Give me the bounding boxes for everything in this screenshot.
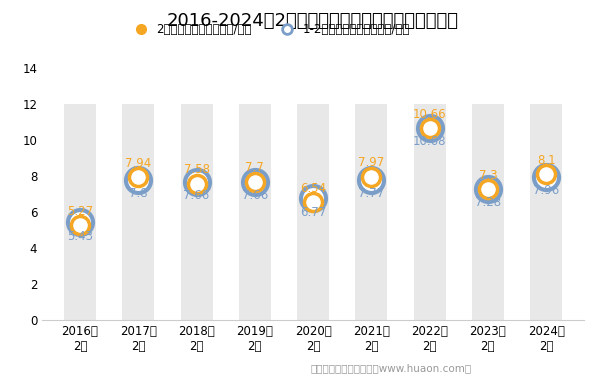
Text: 7.66: 7.66 <box>241 190 268 202</box>
Text: 制图：华经产业研究院（www.huaon.com）: 制图：华经产业研究院（www.huaon.com） <box>311 363 472 373</box>
Text: 7.7: 7.7 <box>246 161 264 174</box>
Bar <box>414 104 445 320</box>
Text: 7.97: 7.97 <box>358 156 385 169</box>
Bar <box>64 104 96 320</box>
Text: 10.68: 10.68 <box>413 135 446 148</box>
Text: 7.3: 7.3 <box>479 169 497 182</box>
Text: 7.28: 7.28 <box>475 196 501 209</box>
Bar <box>122 104 154 320</box>
Text: 6.54: 6.54 <box>300 182 326 195</box>
Text: 7.96: 7.96 <box>533 184 559 197</box>
Bar <box>297 104 329 320</box>
Text: 5.43: 5.43 <box>67 230 93 243</box>
Bar <box>530 104 562 320</box>
Text: 7.77: 7.77 <box>358 187 385 201</box>
Text: 8.1: 8.1 <box>537 154 556 167</box>
Bar <box>239 104 271 320</box>
Text: 7.8: 7.8 <box>129 187 147 200</box>
Text: 6.77: 6.77 <box>300 205 326 219</box>
Title: 2016-2024年2月郑州商品交易所棉花期货成交均价: 2016-2024年2月郑州商品交易所棉花期货成交均价 <box>167 12 459 30</box>
Bar <box>355 104 387 320</box>
Text: 5.27: 5.27 <box>67 205 93 218</box>
Text: 7.58: 7.58 <box>184 164 209 176</box>
Text: 7.94: 7.94 <box>125 157 151 170</box>
Bar <box>472 104 504 320</box>
Bar <box>181 104 213 320</box>
Text: 7.66: 7.66 <box>184 190 209 202</box>
Legend: 2月期货成交均价（万元/手）, 1-2月期货成交均价（万元/手）: 2月期货成交均价（万元/手）, 1-2月期货成交均价（万元/手） <box>125 18 415 41</box>
Text: 10.66: 10.66 <box>413 108 446 121</box>
